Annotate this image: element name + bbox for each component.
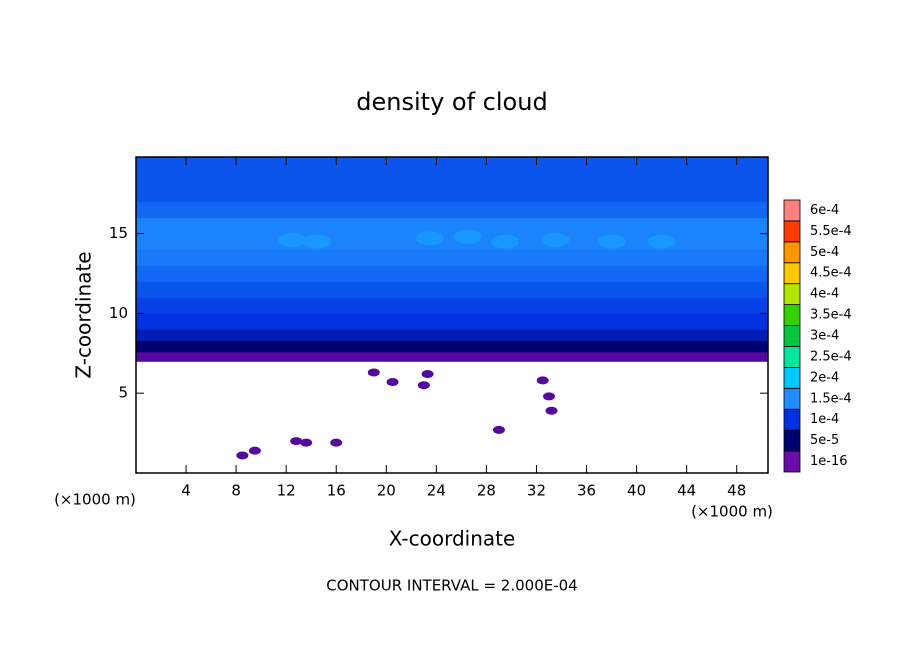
colorbar-swatch xyxy=(783,325,801,347)
density-patch xyxy=(541,232,570,247)
x-tick-label: 48 xyxy=(727,482,746,500)
colorbar-label: 6e-4 xyxy=(810,203,839,218)
colorbar-label: 1e-4 xyxy=(810,412,839,427)
y-tick-label: 15 xyxy=(109,224,128,242)
density-band xyxy=(136,157,768,203)
density-patch xyxy=(542,392,555,401)
x-tick-label: 4 xyxy=(181,482,191,500)
density-band xyxy=(136,313,768,330)
y-tick-label: 5 xyxy=(118,384,128,402)
x-tick-label: 12 xyxy=(277,482,296,500)
x-tick-label: 24 xyxy=(427,482,446,500)
x-tick-label: 44 xyxy=(677,482,696,500)
density-band xyxy=(136,249,768,267)
footer: CONTOUR INTERVAL = 2.000E-04 xyxy=(326,577,577,595)
density-patch xyxy=(300,438,313,447)
colorbar-swatch xyxy=(783,304,801,326)
y-unit-label: (×1000 m) xyxy=(54,491,136,509)
x-tick-label: 32 xyxy=(527,482,546,500)
x-tick-label: 8 xyxy=(231,482,241,500)
density-band xyxy=(136,217,768,235)
density-patch xyxy=(236,451,249,460)
colorbar-swatch xyxy=(783,241,801,264)
density-patch xyxy=(545,406,558,415)
x-tick-label: 16 xyxy=(327,482,346,500)
y-axis-label: Z-coordinate xyxy=(72,251,96,378)
plot-frame xyxy=(135,156,769,474)
density-band xyxy=(136,281,768,298)
density-patch xyxy=(417,381,430,390)
colorbar-swatch xyxy=(783,346,801,368)
density-patch xyxy=(536,376,549,385)
x-tick-label: 28 xyxy=(477,482,496,500)
colorbar-label: 3e-4 xyxy=(810,329,839,344)
colorbar-swatch xyxy=(783,262,801,285)
colorbar-label: 1.5e-4 xyxy=(810,391,852,406)
density-band xyxy=(136,351,768,362)
colorbar-label: 5.5e-4 xyxy=(810,224,852,239)
density-band xyxy=(136,329,768,342)
x-tick-label: 20 xyxy=(377,482,396,500)
density-patch xyxy=(421,370,434,379)
colorbar-label: 2.5e-4 xyxy=(810,349,852,364)
density-patch xyxy=(330,438,343,447)
density-patch xyxy=(386,378,399,387)
density-band xyxy=(136,265,768,282)
x-tick-label: 36 xyxy=(577,482,596,500)
colorbar-swatch xyxy=(783,220,801,243)
colorbar-label: 3.5e-4 xyxy=(810,308,852,323)
colorbar-swatch xyxy=(783,366,801,389)
colorbar-swatch xyxy=(783,450,801,473)
density-band xyxy=(136,340,768,353)
y-tick-label: 10 xyxy=(109,304,128,322)
density-band xyxy=(136,201,768,219)
x-tick-label: 40 xyxy=(627,482,646,500)
colorbar-swatch xyxy=(783,429,801,452)
density-patch xyxy=(491,234,520,249)
density-patch xyxy=(597,234,626,249)
colorbar-label: 2e-4 xyxy=(810,370,839,385)
density-patch xyxy=(492,425,505,434)
density-patch xyxy=(367,368,380,377)
density-patch xyxy=(303,234,332,249)
colorbar-swatch xyxy=(783,199,801,222)
colorbar-label: 4.5e-4 xyxy=(810,266,852,281)
density-patch xyxy=(647,234,676,249)
colorbar-swatch xyxy=(783,408,801,431)
colorbar-label: 5e-4 xyxy=(810,245,839,260)
colorbar-label: 4e-4 xyxy=(810,287,839,302)
colorbar-swatch xyxy=(783,387,801,410)
colorbar-swatch xyxy=(783,283,801,306)
density-patch xyxy=(278,232,307,247)
density-patch xyxy=(453,229,482,244)
colorbar-label: 1e-16 xyxy=(810,454,848,469)
x-unit-label: (×1000 m) xyxy=(691,503,773,521)
x-axis-label: X-coordinate xyxy=(389,527,516,551)
density-patch xyxy=(290,437,303,446)
density-band xyxy=(136,297,768,314)
density-patch xyxy=(248,446,261,455)
colorbar-label: 5e-5 xyxy=(810,433,839,448)
density-patch xyxy=(416,231,445,246)
chart-title: density of cloud xyxy=(356,88,547,116)
